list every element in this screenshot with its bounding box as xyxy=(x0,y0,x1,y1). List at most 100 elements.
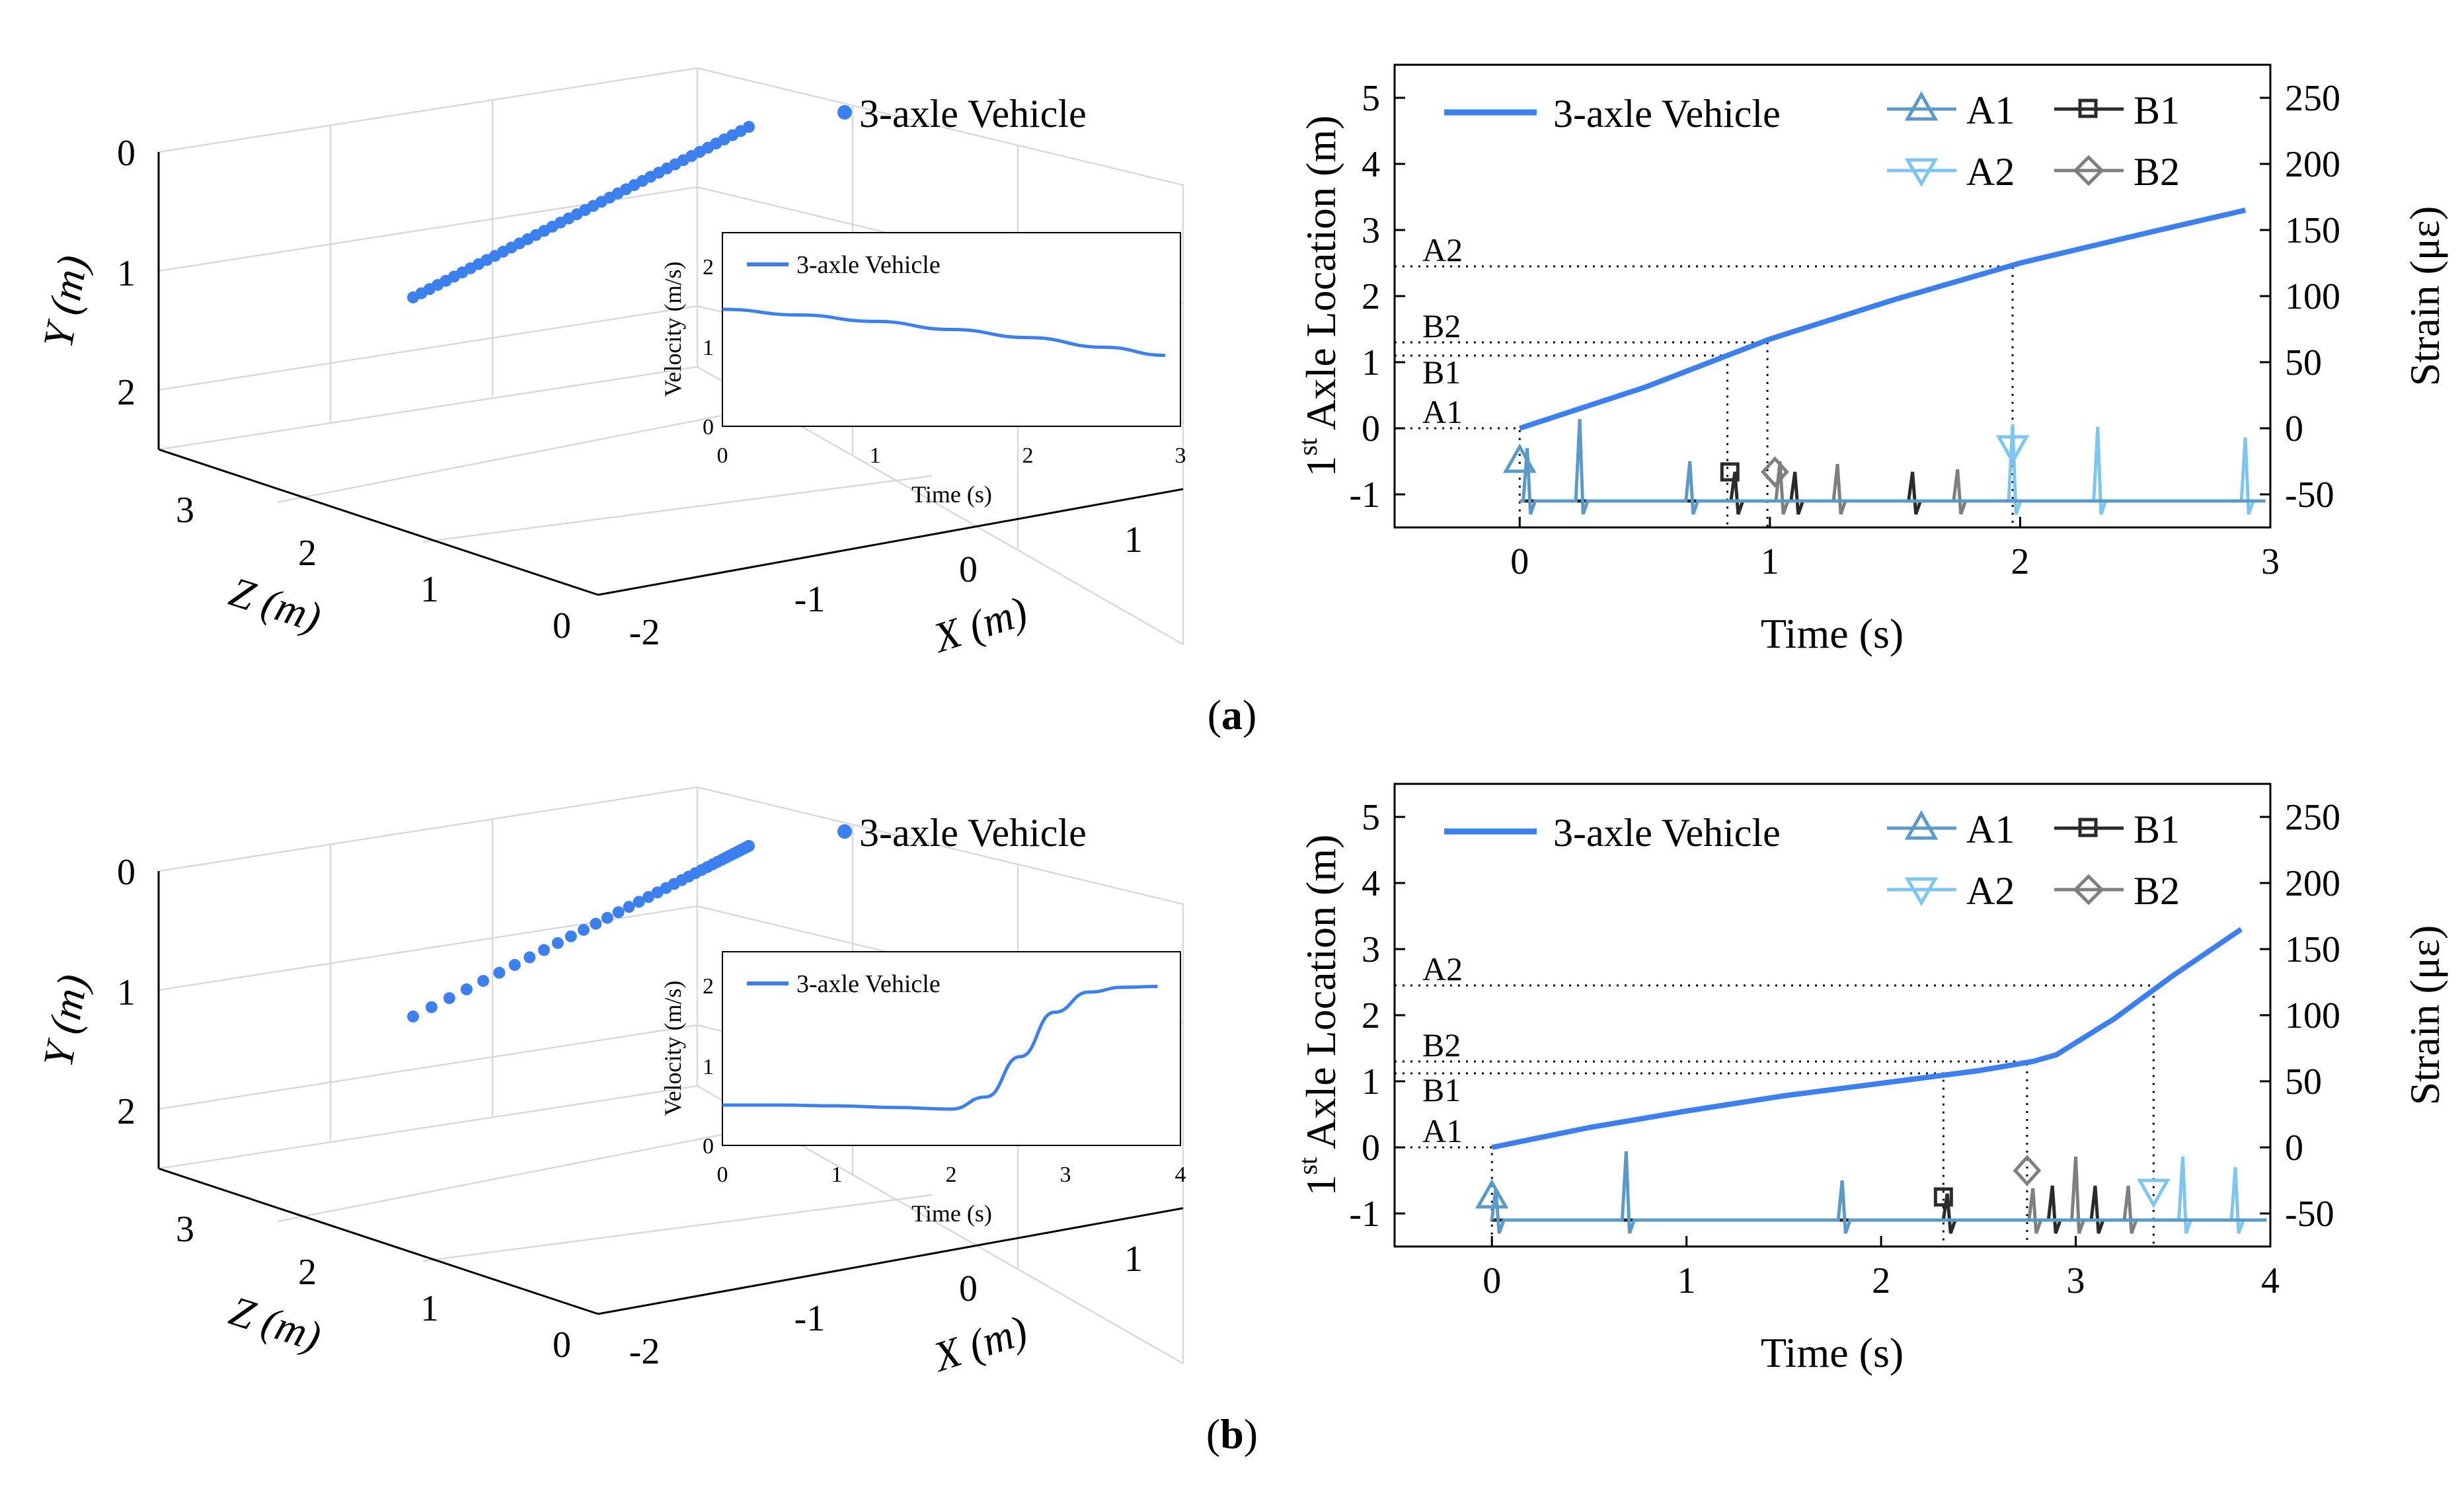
grid-back-wall xyxy=(158,786,1184,1364)
z-axis-line xyxy=(158,448,599,596)
y-tick-label: 0 xyxy=(117,852,135,893)
trajectory-point xyxy=(623,901,635,913)
grid-horizontal-line xyxy=(158,186,698,272)
strain-signal-b2 xyxy=(1492,1156,2267,1234)
grid-horizontal-line xyxy=(158,905,698,991)
x-axis-title: X (m) xyxy=(926,588,1033,662)
inset-xtick: 3 xyxy=(1060,1163,1071,1187)
x-tick-label: 1 xyxy=(1677,1260,1696,1301)
panel-a-timeline: 1stAxle Location (m) Strain (με) Time (s… xyxy=(1208,63,2448,738)
y-axis-title: Y (m) xyxy=(34,252,96,352)
trajectory-point xyxy=(538,944,551,956)
grid-back-wall xyxy=(158,67,1184,644)
x-tick-label: 2 xyxy=(1872,1260,1890,1301)
inset-xtick: 1 xyxy=(831,1163,843,1187)
marker-b2 xyxy=(2013,1155,2042,1186)
y-tick-label: 2 xyxy=(1362,995,1380,1036)
guide-line-a1 xyxy=(1395,427,1521,527)
trajectory-points xyxy=(407,840,755,1022)
z-axis-line xyxy=(158,1167,599,1315)
trajectory-legend-label: 3-axle Vehicle xyxy=(859,92,1087,135)
z-axis-title: Z (m) xyxy=(224,1287,327,1360)
guide-label-b1: B1 xyxy=(1422,354,1461,391)
trajectory-point xyxy=(477,975,490,987)
trajectory-legend-label: 3-axle Vehicle xyxy=(859,811,1087,855)
ylabel-superscript: st xyxy=(1293,438,1323,456)
legend-vehicle-label: 3-axle Vehicle xyxy=(1553,92,1781,135)
guide-label-b2: B2 xyxy=(1422,307,1461,344)
ylabel-superscript: st xyxy=(1293,1157,1323,1175)
legend-b2-label: B2 xyxy=(2134,869,2180,913)
inset-xlabel: Time (s) xyxy=(911,481,992,508)
legend-a2-label: A2 xyxy=(1966,150,2015,194)
y-tick-label: -1 xyxy=(1349,475,1380,516)
x-tick-label: -2 xyxy=(629,1331,660,1372)
strain-signal-b1 xyxy=(1520,471,2266,515)
trajectory-legend-marker xyxy=(837,105,852,120)
trajectory-point xyxy=(743,840,755,852)
ylabel-text: Axle Location (m) xyxy=(1297,116,1344,430)
x-tick-label: 0 xyxy=(959,549,978,590)
inset-ylabel: Velocity (m/s) xyxy=(660,981,686,1116)
x-tick-label: 4 xyxy=(2261,1260,2280,1301)
strain-signal-a1 xyxy=(1520,418,2266,515)
inset-xtick: 0 xyxy=(717,1163,728,1187)
trajectory-point xyxy=(425,1001,438,1013)
z-tick-label: 2 xyxy=(298,533,317,574)
y2-tick-label: 250 xyxy=(2285,797,2340,838)
y2-tick-label: -50 xyxy=(2285,475,2334,516)
guide-line-a2 xyxy=(1395,265,2014,527)
y-tick-label: 1 xyxy=(1362,342,1380,383)
x-tick-label: 3 xyxy=(2261,541,2280,582)
grid-horizontal-line xyxy=(158,305,698,391)
z-tick-label: 2 xyxy=(298,1252,317,1293)
guide-label-b2: B2 xyxy=(1422,1026,1461,1063)
grid-horizontal-line xyxy=(158,1024,698,1110)
legend-a1-label: A1 xyxy=(1966,808,2015,851)
guide-label-b1: B1 xyxy=(1422,1071,1461,1108)
x-axis-title: Time (s) xyxy=(1761,1329,1904,1376)
inset-xtick: 1 xyxy=(870,443,881,468)
z-tick-label: 1 xyxy=(420,569,439,610)
y-tick-label: 1 xyxy=(117,253,135,294)
legend-a2-marker xyxy=(1904,877,1939,906)
legend-b1-marker xyxy=(2078,818,2098,837)
guide-label-a2: A2 xyxy=(1422,231,1463,268)
sensor-markers xyxy=(1475,1155,2171,1209)
vehicle-location-line xyxy=(1519,208,2247,431)
velocity-line xyxy=(722,307,1165,358)
inset-xtick: 3 xyxy=(1175,443,1186,468)
caption-letter: a xyxy=(1221,691,1243,738)
trajectory-point xyxy=(551,937,564,949)
y-tick-label: -1 xyxy=(1349,1194,1380,1235)
inset-xtick: 4 xyxy=(1175,1163,1186,1187)
inset-ytick: 0 xyxy=(703,415,714,440)
y2-tick-label: 0 xyxy=(2285,1128,2303,1169)
x-axis-line xyxy=(597,488,1184,596)
legend-a1-marker xyxy=(1904,91,1939,121)
strain-signals xyxy=(1520,418,2266,515)
y-tick-label: 5 xyxy=(1362,78,1380,119)
trajectory-legend-marker xyxy=(837,824,852,839)
right-axis-title: Strain (με) xyxy=(2401,925,2448,1106)
trajectory-point xyxy=(590,917,602,930)
legend-b1-label: B1 xyxy=(2134,89,2180,132)
trajectory-point xyxy=(633,896,645,908)
panel-caption: (a) xyxy=(1208,691,1257,738)
marker-b2 xyxy=(1761,456,1789,488)
y-tick-label: 3 xyxy=(1362,210,1380,251)
trajectory-point xyxy=(407,1011,419,1022)
x-tick-label: -2 xyxy=(629,612,660,653)
y-tick-label: 0 xyxy=(117,133,135,174)
marker-a2 xyxy=(2137,1178,2171,1209)
legend-b2-label: B2 xyxy=(2134,150,2180,194)
trajectory-point xyxy=(743,121,755,133)
inset-xtick: 0 xyxy=(717,443,728,468)
z-tick-label: 3 xyxy=(176,490,194,531)
y2-tick-label: 100 xyxy=(2285,995,2340,1036)
x-tick-label: -1 xyxy=(794,579,826,620)
x-tick-label: 0 xyxy=(1510,541,1529,582)
trajectory-point xyxy=(523,951,536,964)
trajectory-point xyxy=(508,958,521,971)
x-tick-label: -1 xyxy=(794,1298,826,1339)
